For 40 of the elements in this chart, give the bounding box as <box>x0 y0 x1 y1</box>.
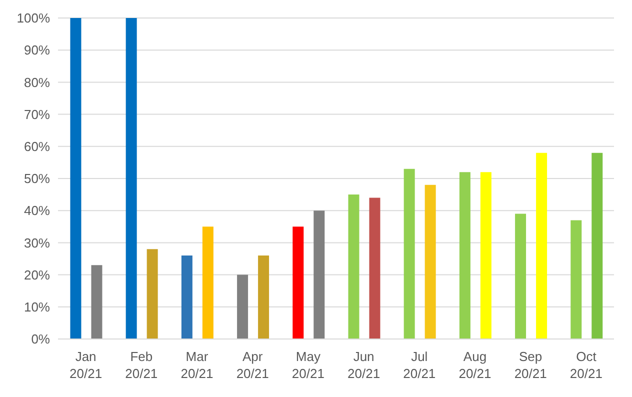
bar <box>424 184 436 339</box>
y-tick-label: 100% <box>16 10 50 26</box>
x-tick-label: May 20/21 <box>292 349 324 381</box>
bar <box>202 226 214 339</box>
bar <box>592 152 603 339</box>
x-tick-label: Oct 20/21 <box>570 349 602 381</box>
y-tick-label: 10% <box>24 300 50 315</box>
x-tick-label: Jun 20/21 <box>348 349 380 381</box>
x-tick-label: Apr 20/21 <box>236 349 269 381</box>
bar <box>292 226 304 339</box>
bar <box>314 210 325 339</box>
y-tick-label: 40% <box>24 203 50 218</box>
y-tick-label: 70% <box>24 106 50 122</box>
bar <box>515 214 526 339</box>
x-tick-label: Mar 20/21 <box>180 349 214 381</box>
bar <box>459 172 470 339</box>
x-tick-label: Feb 20/21 <box>125 349 158 381</box>
bar <box>181 256 192 339</box>
y-tick-label: 20% <box>24 267 50 282</box>
x-tick-label: Jan 20/21 <box>70 349 102 381</box>
bar <box>91 265 102 339</box>
y-tick-label: 50% <box>24 171 50 186</box>
bar <box>369 198 380 339</box>
bar <box>70 18 82 339</box>
y-tick-label: 30% <box>24 235 50 250</box>
bar <box>480 172 492 339</box>
x-tick-label: Aug 20/21 <box>458 349 492 381</box>
y-tick-label: 0% <box>31 332 50 347</box>
bar <box>536 152 548 339</box>
bar <box>348 194 360 339</box>
y-tick-label: 90% <box>24 42 50 58</box>
x-tick-label: Jul 20/21 <box>403 349 436 381</box>
bar <box>570 220 582 339</box>
y-tick-label: 80% <box>24 74 50 90</box>
bar <box>126 18 137 339</box>
bar <box>258 256 270 339</box>
bar <box>404 168 415 339</box>
x-tick-label: Sep 20/21 <box>514 349 547 381</box>
y-tick-label: 60% <box>24 139 50 154</box>
bar <box>146 249 158 339</box>
